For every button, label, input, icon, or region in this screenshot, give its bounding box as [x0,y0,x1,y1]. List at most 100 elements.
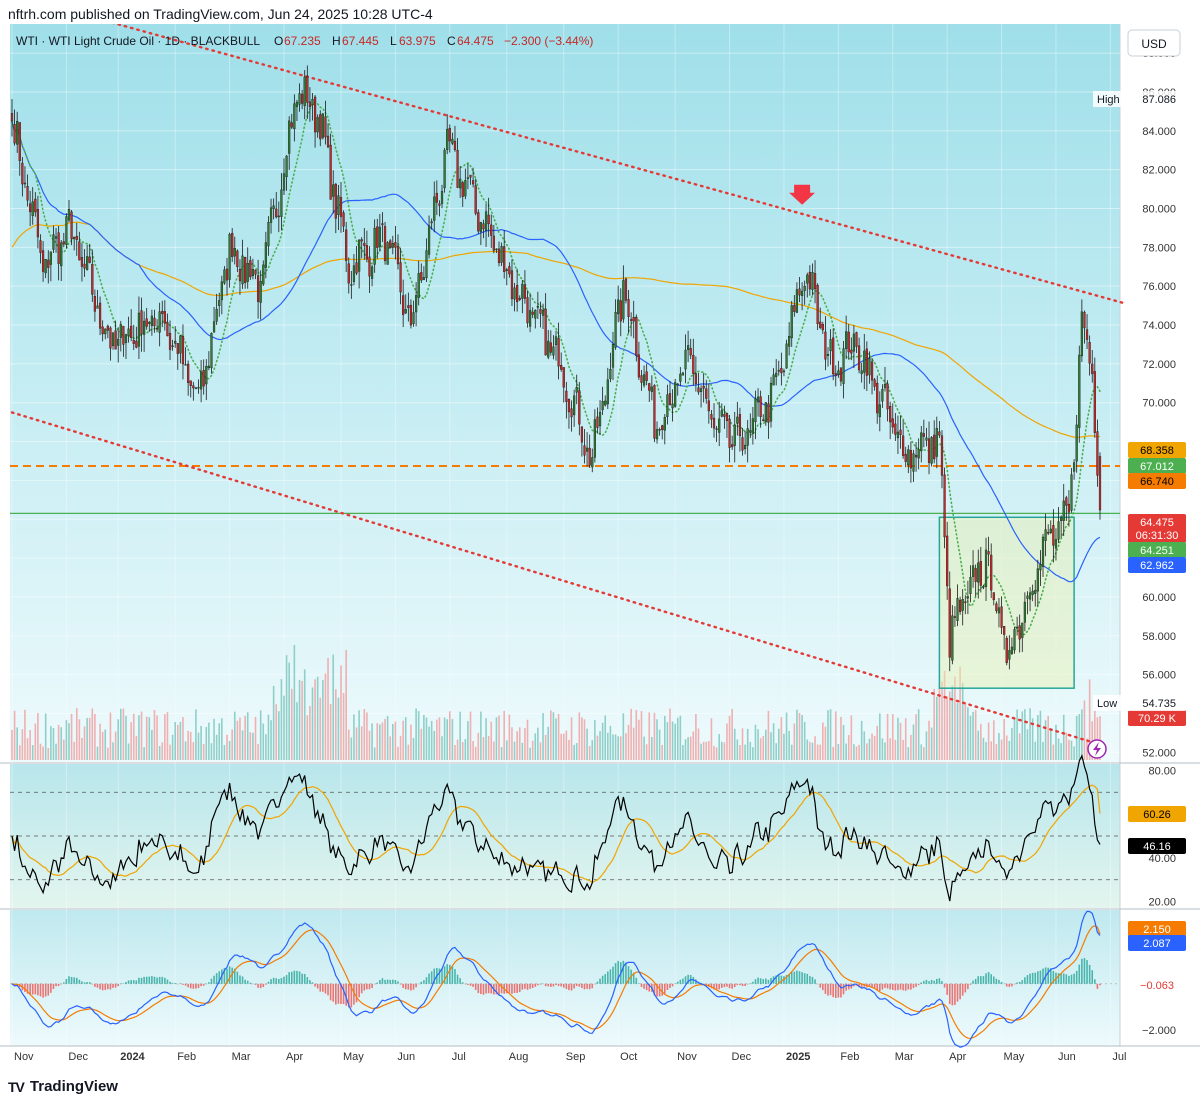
macd-histogram-bar [405,984,407,989]
volume-bar [364,709,366,760]
macd-histogram-bar [563,984,565,988]
volume-bar [656,719,658,760]
volume-bar [713,746,715,760]
green-level-price-label: 64.251 [1128,542,1186,558]
macd-histogram-bar [597,982,599,984]
month-tick-label: Oct [620,1051,637,1063]
macd-histogram-bar [356,984,358,1003]
volume-bar [1009,741,1011,760]
volume-bar [680,716,682,760]
month-tick-label: Sep [566,1051,586,1063]
macd-histogram-bar [457,975,459,984]
volume-bar [874,736,876,760]
volume-bar [353,714,355,760]
volume-bar [413,738,415,760]
chart-area[interactable]: 88.00086.00084.00082.00080.00078.00076.0… [0,24,1200,1076]
macd-histogram-bar [809,976,811,984]
macd-histogram-bar [996,979,998,984]
volume-bar [81,738,83,760]
volume-bar [224,745,226,760]
month-tick-label: Nov [677,1051,697,1063]
volume-bar [496,717,498,760]
macd-histogram-bar [804,973,806,984]
volume-bar [962,683,964,760]
macd-histogram-bar [198,984,200,988]
volume-bar [972,712,974,760]
volume-bar [599,731,601,760]
macd-histogram-bar [1071,975,1073,984]
volume-bar [939,687,941,760]
macd-histogram-bar [796,971,798,984]
macd-histogram-bar [376,983,378,984]
macd-histogram-bar [76,978,78,984]
volume-bar [1050,729,1052,760]
lightning-icon[interactable] [1088,740,1106,758]
volume-bar [667,722,669,760]
volume-bar [273,686,275,760]
macd-histogram-bar [879,984,881,991]
volume-bar [527,720,529,760]
macd-histogram-bar [1037,971,1039,984]
volume-bar [436,720,438,760]
volume-bar [221,718,223,760]
macd-histogram-bar [270,979,272,984]
volume-bar [164,714,166,760]
macd-histogram-bar [749,983,751,984]
candle [231,228,233,262]
volume-bar [804,722,806,760]
macd-histogram-bar [591,984,593,988]
volume-bar [208,723,210,760]
macd-histogram-bar [555,984,557,985]
macd-histogram-bar [63,982,65,983]
candle [944,467,946,548]
macd-histogram-bar [674,983,676,984]
month-tick-label: Aug [509,1051,529,1063]
macd-histogram-bar [475,984,477,990]
volume-bar [672,721,674,760]
macd-histogram-bar [760,978,762,984]
macd-histogram-bar [1016,982,1018,983]
volume-bar [319,698,321,760]
volume-bar [198,733,200,760]
volume-bar [332,654,334,760]
volume-bar [216,735,218,760]
volume-bar [1081,709,1083,760]
macd-histogram-bar [724,984,726,987]
volume-bar [459,712,461,760]
volume-bar [760,738,762,760]
macd-histogram-bar [977,976,979,984]
volume-bar [822,722,824,760]
macd-histogram-bar [1001,982,1003,984]
volume-bar [483,737,485,760]
volume-bar [1037,715,1039,760]
macd-pane[interactable] [10,910,1120,1046]
macd-histogram-bar [247,981,249,984]
volume-bar [954,677,956,760]
candle [654,384,656,442]
macd-histogram-bar [768,980,770,984]
macd-histogram-bar [133,980,135,984]
volume-bar [571,717,573,760]
volume-bar [304,669,306,760]
month-tick-label: Dec [732,1051,752,1063]
macd-histogram-bar [45,984,47,997]
volume-bar [594,720,596,760]
volume-bar [778,729,780,760]
macd-histogram-bar [985,973,987,983]
macd-histogram-bar [55,984,57,986]
macd-histogram-bar [537,984,539,985]
macd-histogram-bar [988,972,990,984]
macd-histogram-bar [643,984,645,989]
currency-button[interactable]: USD [1128,30,1180,56]
volume-bar [1003,719,1005,760]
macd-histogram-bar [941,981,943,984]
volume-bar [338,698,340,760]
volume-bar [27,738,29,760]
volume-bar [130,722,132,760]
volume-bar [646,744,648,760]
macd-histogram-bar [610,969,612,983]
macd-histogram-bar [138,978,140,984]
volume-bar [742,728,744,760]
macd-histogram-bar [402,984,404,988]
volume-bar [169,745,171,760]
